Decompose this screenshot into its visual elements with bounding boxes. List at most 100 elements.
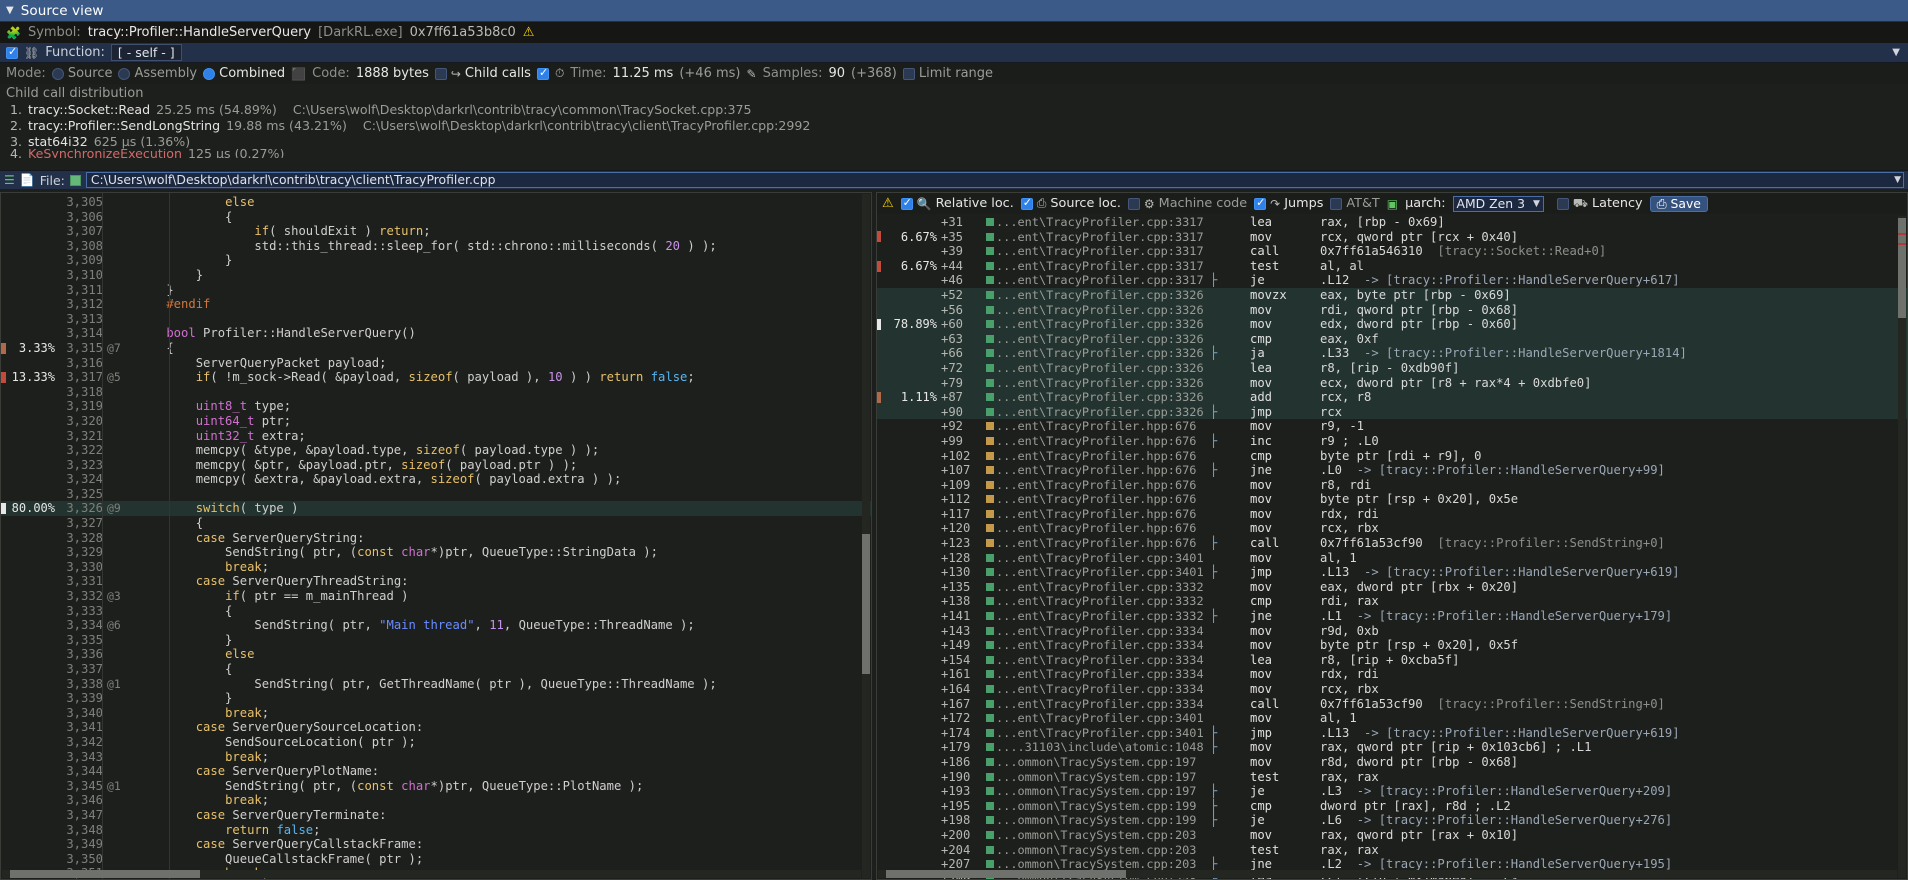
source-line[interactable]: 3,342 SendSourceLocation( ptr ); bbox=[1, 735, 871, 750]
limit-range-toggle[interactable]: Limit range bbox=[902, 66, 993, 81]
source-location[interactable]: ...ent\TracyProfiler.hpp:676 bbox=[996, 463, 1197, 478]
assembly-line[interactable]: +193 ...ommon\TracySystem.cpp:197 ├ je .L3 -… bbox=[877, 784, 1907, 799]
source-line[interactable]: 3,349 case ServerQueryCallstackFrame: bbox=[1, 837, 871, 852]
assembly-line[interactable]: +138 ...ent\TracyProfiler.cpp:3332 cmp rdi,… bbox=[877, 594, 1907, 609]
assembly-line[interactable]: +120 ...ent\TracyProfiler.hpp:676 mov rcx, … bbox=[877, 521, 1907, 536]
source-line[interactable]: 3,324 memcpy( &extra, &payload.extra, si… bbox=[1, 472, 871, 487]
source-line[interactable]: 3,320 uint64_t ptr; bbox=[1, 414, 871, 429]
assembly-line[interactable]: +90 ...ent\TracyProfiler.cpp:3326 ├ jmp rcx bbox=[877, 404, 1907, 420]
window-titlebar[interactable]: ▼ Source view bbox=[0, 0, 1908, 22]
child-call-row[interactable]: 4. KeSynchronizeExecution 125 µs (0.27%) bbox=[6, 149, 1902, 158]
att-checkbox[interactable] bbox=[1330, 197, 1343, 210]
function-value[interactable]: [ - self - ] bbox=[110, 44, 182, 61]
file-path-input[interactable]: C:\Users\wolf\Desktop\darkrl\contrib\tra… bbox=[85, 172, 1904, 188]
assembly-horizontal-scrollbar[interactable] bbox=[878, 870, 1897, 878]
chevron-down-icon[interactable]: ▼ bbox=[1894, 175, 1901, 185]
assembly-line[interactable]: +164 ...ent\TracyProfiler.cpp:3334 mov rcx,… bbox=[877, 682, 1907, 697]
assembly-line[interactable]: 6.67% +35 ...ent\TracyProfiler.cpp:3317 mov… bbox=[877, 230, 1907, 245]
source-line[interactable]: 3,307 if( shouldExit ) return; bbox=[1, 224, 871, 239]
assembly-line[interactable]: +128 ...ent\TracyProfiler.cpp:3401 mov al, … bbox=[877, 551, 1907, 566]
source-line[interactable]: 3,309 } bbox=[1, 253, 871, 268]
source-location[interactable]: ...ent\TracyProfiler.hpp:676 bbox=[996, 521, 1197, 536]
source-line[interactable]: 3,341 case ServerQuerySourceLocation: bbox=[1, 720, 871, 735]
assembly-line[interactable]: +161 ...ent\TracyProfiler.cpp:3334 mov rdx,… bbox=[877, 667, 1907, 682]
scroll-thumb[interactable] bbox=[1898, 218, 1906, 318]
source-location[interactable]: ...ommon\TracySystem.cpp:199 bbox=[996, 813, 1197, 828]
pane-divider[interactable] bbox=[872, 192, 876, 880]
assembly-line[interactable]: +130 ...ent\TracyProfiler.cpp:3401 ├ jmp .L1… bbox=[877, 565, 1907, 580]
source-line[interactable]: 3,312 #endif bbox=[1, 297, 871, 312]
child-call-row[interactable]: 2. tracy::Profiler::SendLongString 19.88 m… bbox=[6, 117, 1902, 133]
assembly-line[interactable]: +135 ...ent\TracyProfiler.cpp:3332 mov eax,… bbox=[877, 580, 1907, 595]
source-location[interactable]: ...ent\TracyProfiler.cpp:3326 bbox=[996, 375, 1204, 390]
scroll-thumb-h[interactable] bbox=[886, 870, 1126, 878]
warning-triangle-icon[interactable]: ⚠ bbox=[522, 25, 535, 40]
source-location[interactable]: ...ent\TracyProfiler.cpp:3401 bbox=[996, 550, 1204, 565]
assembly-line[interactable]: +143 ...ent\TracyProfiler.cpp:3334 mov r9d,… bbox=[877, 624, 1907, 639]
assembly-line[interactable]: +46 ...ent\TracyProfiler.cpp:3317 ├ je .L12 … bbox=[877, 273, 1907, 288]
source-line[interactable]: 3,306 { bbox=[1, 210, 871, 225]
assembly-line[interactable]: +204 ...ommon\TracySystem.cpp:203 test rax,… bbox=[877, 843, 1907, 858]
source-location[interactable]: ...ent\TracyProfiler.cpp:3326 bbox=[996, 390, 1204, 405]
source-line[interactable]: 3.33% 3,315 @7 { bbox=[1, 341, 871, 356]
source-line[interactable]: 3,334 @6 SendString( ptr, "Main thread", … bbox=[1, 618, 871, 633]
function-checkbox[interactable] bbox=[6, 45, 18, 59]
source-line[interactable]: 3,332 @3 if( ptr == m_mainThread ) bbox=[1, 589, 871, 604]
source-line[interactable]: 3,308 std::this_thread::sleep_for( std::… bbox=[1, 239, 871, 254]
mode-option-source[interactable]: Source bbox=[51, 66, 112, 81]
assembly-line[interactable]: +79 ...ent\TracyProfiler.cpp:3326 mov ecx, … bbox=[877, 375, 1907, 391]
scroll-thumb[interactable] bbox=[862, 534, 870, 674]
assembly-line[interactable]: +56 ...ent\TracyProfiler.cpp:3326 mov rdi, … bbox=[877, 302, 1907, 318]
source-line[interactable]: 3,336 else bbox=[1, 647, 871, 662]
child-call-name[interactable]: stat64i32 bbox=[28, 133, 88, 149]
child-call-row[interactable]: 3. stat64i32 625 µs (1.36%) bbox=[6, 133, 1902, 149]
source-location[interactable]: ...ent\TracyProfiler.cpp:3334 bbox=[996, 623, 1204, 638]
source-location[interactable]: ...ent\TracyProfiler.cpp:3326 bbox=[996, 331, 1204, 346]
assembly-line[interactable]: +63 ...ent\TracyProfiler.cpp:3326 cmp eax, … bbox=[877, 331, 1907, 347]
source-location[interactable]: ...ent\TracyProfiler.cpp:3401 bbox=[996, 565, 1204, 580]
assembly-line[interactable]: +200 ...ommon\TracySystem.cpp:203 mov rax, … bbox=[877, 828, 1907, 843]
machine-code-toggle[interactable]: ⚙ Machine code bbox=[1127, 196, 1247, 211]
source-location[interactable]: ...ent\TracyProfiler.cpp:3317 bbox=[996, 258, 1204, 273]
latency-toggle[interactable]: ⛟ Latency bbox=[1556, 196, 1643, 212]
att-toggle[interactable]: AT&T bbox=[1330, 196, 1380, 211]
assembly-line[interactable]: 1.11% +87 ...ent\TracyProfiler.cpp:3326 add… bbox=[877, 390, 1907, 405]
source-line[interactable]: 3,316 ServerQueryPacket payload; bbox=[1, 356, 871, 371]
limit-range-checkbox[interactable] bbox=[902, 67, 915, 80]
source-line[interactable]: 3,322 memcpy( &type, &payload.type, size… bbox=[1, 443, 871, 458]
source-location[interactable]: ...ent\TracyProfiler.hpp:676 bbox=[996, 448, 1197, 463]
source-location[interactable]: ...ent\TracyProfiler.cpp:3334 bbox=[996, 638, 1204, 653]
assembly-vertical-scrollbar[interactable] bbox=[1898, 216, 1906, 878]
assembly-line[interactable]: +117 ...ent\TracyProfiler.hpp:676 mov rdx, … bbox=[877, 507, 1907, 522]
source-location[interactable]: ...ommon\TracySystem.cpp:203 bbox=[996, 842, 1197, 857]
child-call-name[interactable]: tracy::Profiler::SendLongString bbox=[28, 117, 221, 133]
source-loc-toggle[interactable]: ⎙ Source loc. bbox=[1020, 196, 1121, 211]
source-line[interactable]: 3,337 { bbox=[1, 662, 871, 677]
source-line[interactable]: 3,310 } bbox=[1, 268, 871, 283]
source-location[interactable]: ...ent\TracyProfiler.cpp:3401 bbox=[996, 725, 1204, 740]
assembly-line[interactable]: +149 ...ent\TracyProfiler.cpp:3334 mov byte… bbox=[877, 638, 1907, 653]
assembly-line[interactable]: +141 ...ent\TracyProfiler.cpp:3332 ├ jne .L1… bbox=[877, 609, 1907, 624]
symbol-name[interactable]: tracy::Profiler::HandleServerQuery bbox=[87, 25, 312, 40]
source-line[interactable]: 3,311 } bbox=[1, 283, 871, 298]
assembly-line[interactable]: +179 ....31103\include\atomic:1048 ├ mov rax… bbox=[877, 740, 1907, 755]
relative-loc-checkbox[interactable] bbox=[900, 196, 913, 210]
jumps-checkbox[interactable] bbox=[1254, 196, 1267, 210]
source-line[interactable]: 13.33% 3,317 @5 if( !m_sock->Read( &payloa… bbox=[1, 370, 871, 385]
warning-triangle-icon[interactable]: ⚠ bbox=[882, 196, 894, 211]
source-line[interactable]: 3,319 uint8_t type; bbox=[1, 399, 871, 414]
assembly-line[interactable]: +107 ...ent\TracyProfiler.hpp:676 ├ jne .L0 … bbox=[877, 463, 1907, 478]
assembly-line[interactable]: +92 ...ent\TracyProfiler.hpp:676 mov r9, -1 bbox=[877, 419, 1907, 434]
assembly-line[interactable]: +190 ...ommon\TracySystem.cpp:197 test rax,… bbox=[877, 770, 1907, 785]
source-location[interactable]: ...ent\TracyProfiler.hpp:676 bbox=[996, 433, 1197, 448]
assembly-line[interactable]: +31 ...ent\TracyProfiler.cpp:3317 lea rax, … bbox=[877, 215, 1907, 230]
assembly-line[interactable]: 6.67% +44 ...ent\TracyProfiler.cpp:3317 tes… bbox=[877, 259, 1907, 274]
source-line[interactable]: 3,346 break; bbox=[1, 793, 871, 808]
source-line[interactable]: 3,325 bbox=[1, 487, 871, 502]
source-line[interactable]: 3,347 case ServerQueryTerminate: bbox=[1, 808, 871, 823]
child-calls-expand-icon[interactable] bbox=[536, 66, 549, 80]
triangle-down-icon[interactable]: ▼ bbox=[6, 5, 14, 16]
assembly-line[interactable]: +195 ...ommon\TracySystem.cpp:199 ├ cmp dwor… bbox=[877, 799, 1907, 814]
assembly-line[interactable]: +66 ...ent\TracyProfiler.cpp:3326 ├ ja .L33 … bbox=[877, 346, 1907, 361]
source-location[interactable]: ...ent\TracyProfiler.cpp:3317 bbox=[996, 229, 1204, 244]
